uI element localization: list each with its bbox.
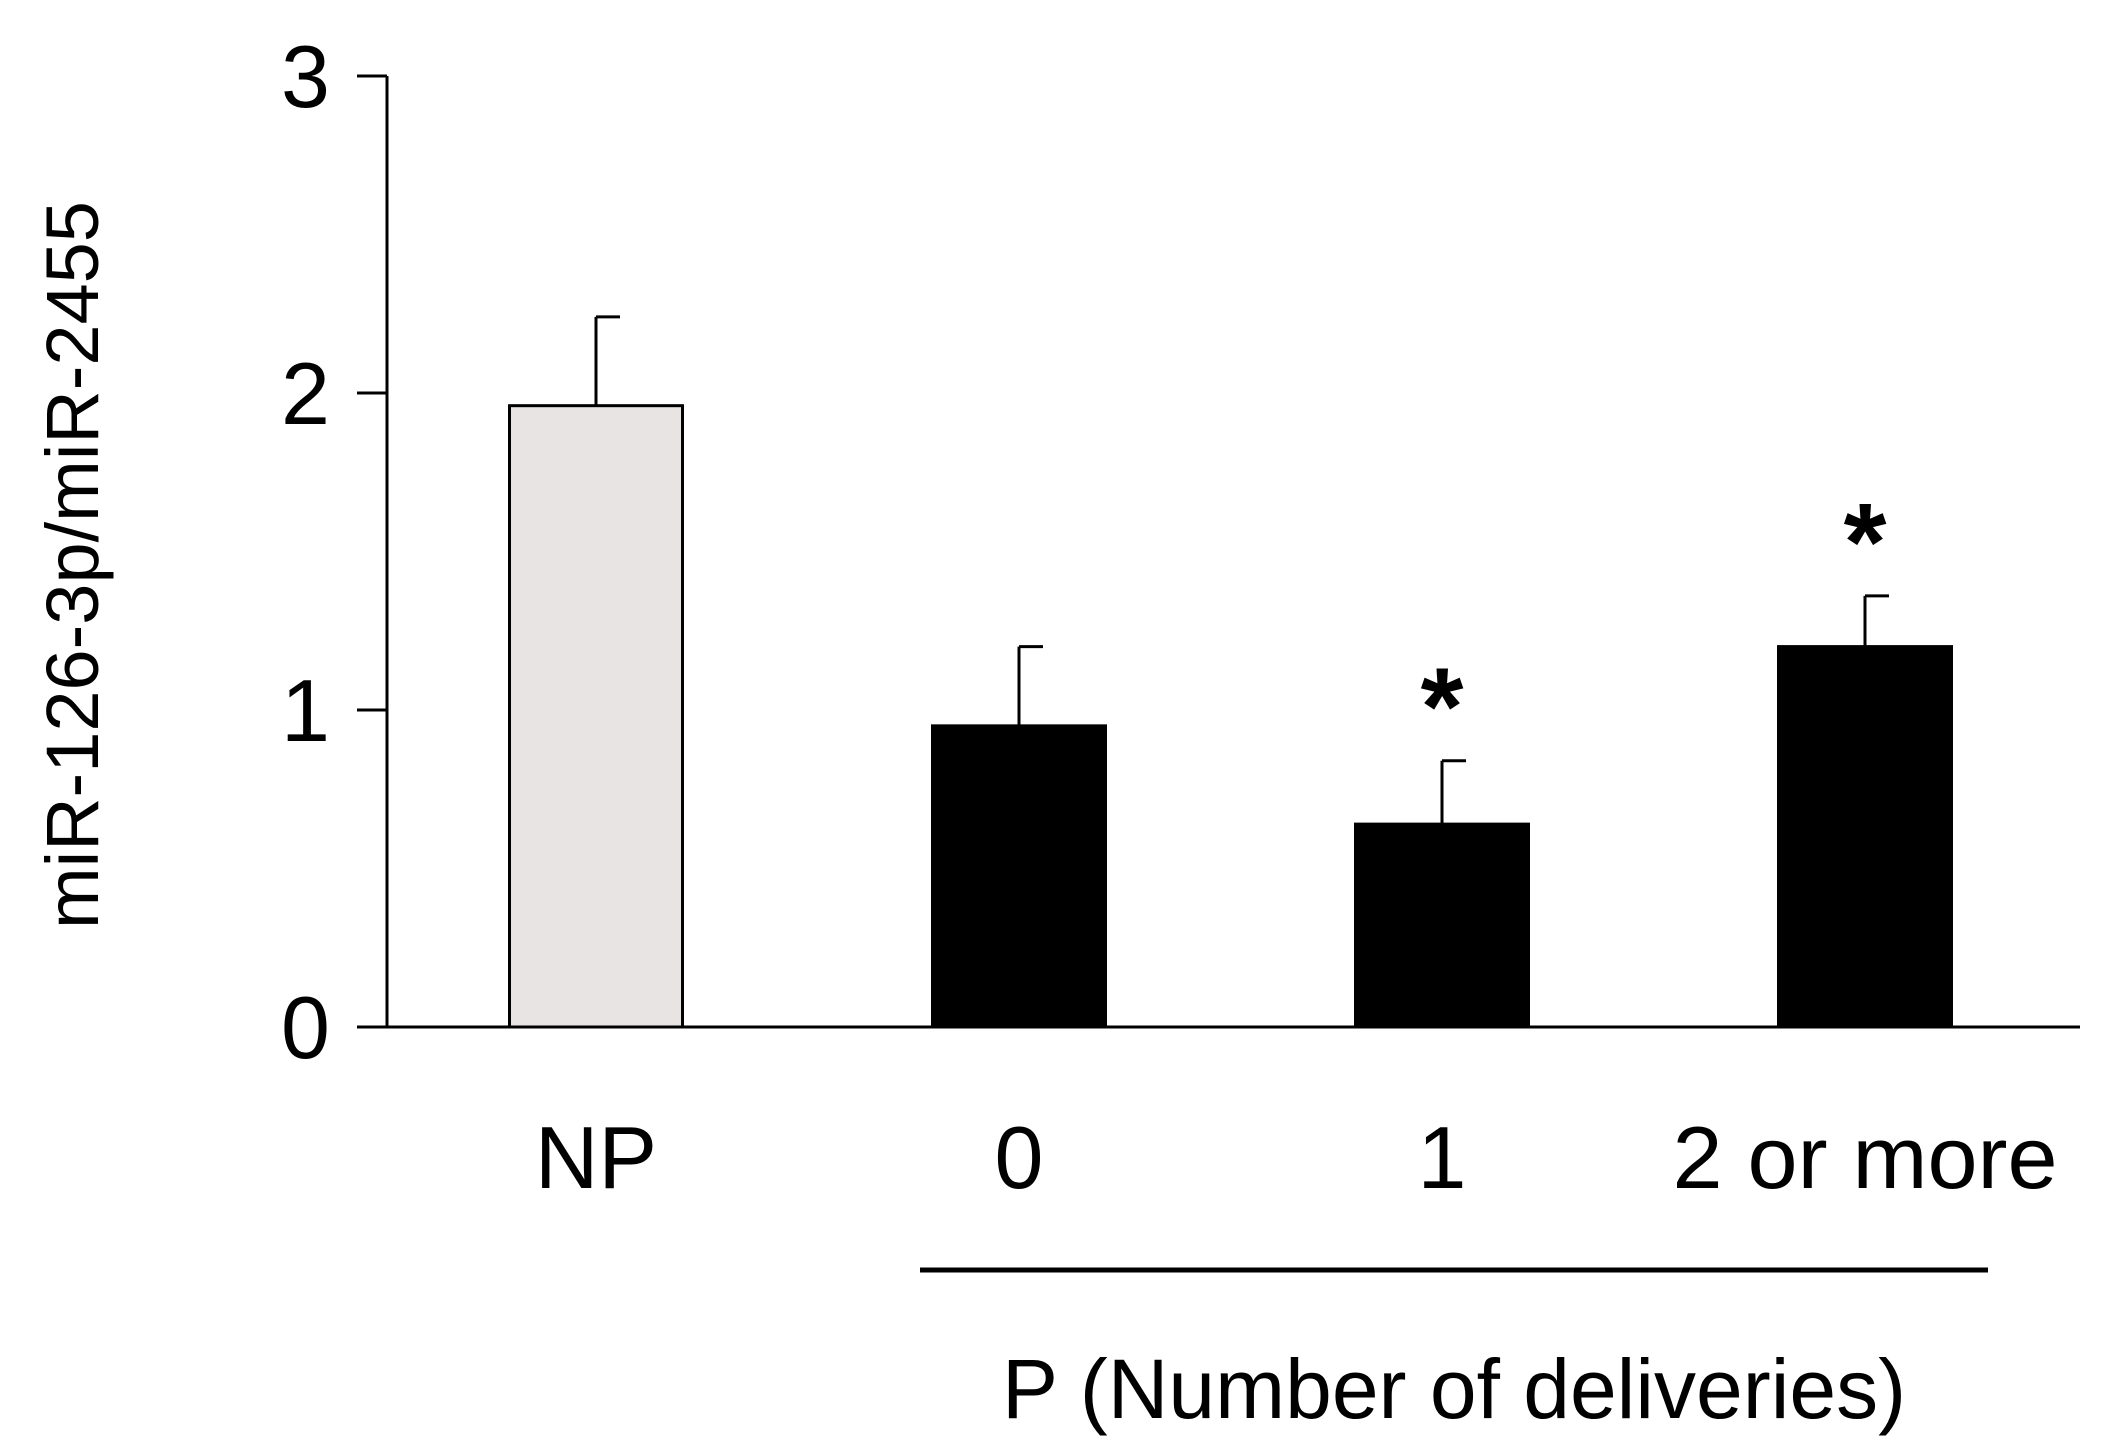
significance-marker: * — [1421, 646, 1464, 769]
x-tick-label: 0 — [995, 1108, 1044, 1207]
y-axis: 0 1 2 3 — [281, 27, 389, 1077]
y-axis-title: miR-126-3p/miR-2455 — [31, 201, 114, 929]
y-tick-label: 1 — [281, 661, 330, 760]
x-tick-label: 1 — [1418, 1108, 1467, 1207]
significance-marker: * — [1844, 481, 1887, 604]
x-tick-label: 2 or more — [1673, 1108, 2058, 1207]
bar — [931, 724, 1107, 1029]
y-tick-label: 2 — [281, 344, 330, 443]
bars: ** — [508, 315, 1953, 1029]
x-axis: NP 0 1 2 or more — [535, 1108, 2058, 1207]
bar — [1354, 822, 1530, 1029]
x-tick-label: NP — [535, 1108, 657, 1207]
y-tick-label: 3 — [281, 27, 330, 126]
y-tick-label: 0 — [281, 978, 330, 1077]
bar — [1777, 645, 1953, 1029]
group-label: P (Number of deliveries) — [1002, 1342, 1906, 1436]
bar — [508, 404, 684, 1029]
